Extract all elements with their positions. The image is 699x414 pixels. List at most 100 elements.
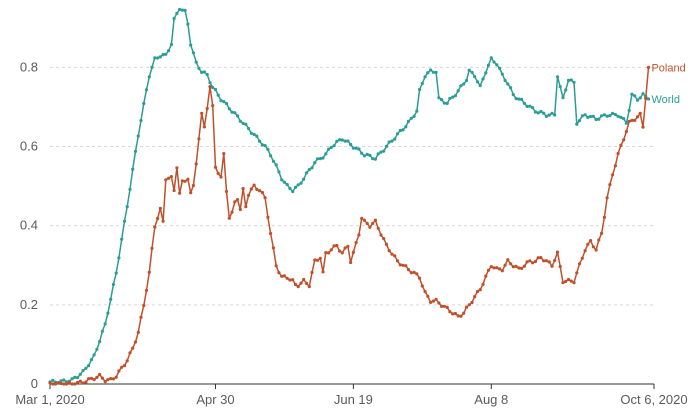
data-point-poland	[464, 305, 469, 309]
data-point-poland	[434, 297, 438, 301]
data-point-poland	[293, 282, 298, 287]
data-point-world	[426, 71, 430, 75]
data-point-poland	[608, 183, 612, 187]
data-point-world	[164, 52, 168, 56]
data-point-poland	[183, 179, 187, 183]
data-point-poland	[178, 191, 182, 195]
data-point-poland	[577, 262, 582, 266]
data-point-world	[395, 132, 400, 136]
data-point-world	[431, 70, 435, 74]
data-point-poland	[566, 277, 571, 282]
data-point-world	[453, 94, 457, 98]
data-point-poland	[564, 279, 568, 284]
data-point-world	[98, 340, 102, 344]
data-point-poland	[547, 260, 551, 264]
data-point-world	[109, 297, 113, 301]
y-axis-ticks: 0 0.2 0.4 0.6 0.8	[20, 59, 38, 391]
series: World Poland	[48, 7, 686, 386]
data-point-poland	[500, 269, 504, 273]
data-point-world	[120, 237, 124, 241]
data-point-world	[484, 71, 488, 75]
data-point-poland	[486, 268, 491, 272]
data-point-poland	[304, 281, 309, 285]
data-point-world	[302, 177, 306, 181]
data-point-poland	[131, 346, 135, 350]
data-point-poland	[393, 254, 397, 258]
data-point-poland	[175, 166, 179, 170]
data-point-world	[382, 149, 386, 153]
data-point-poland	[373, 218, 377, 222]
data-point-world	[561, 96, 565, 100]
data-point-poland	[78, 379, 82, 383]
data-point-poland	[429, 300, 433, 304]
data-point-poland	[307, 285, 311, 289]
data-point-world	[467, 68, 471, 72]
data-point-poland	[114, 375, 118, 379]
data-point-poland	[426, 294, 430, 298]
data-point-poland	[100, 376, 104, 380]
data-point-world	[95, 347, 99, 351]
data-point-poland	[343, 246, 347, 250]
data-point-world	[503, 78, 507, 83]
data-point-world	[539, 109, 543, 114]
data-point-poland	[401, 263, 405, 267]
data-point-poland	[147, 270, 151, 274]
data-point-poland	[230, 210, 234, 214]
data-point-world	[542, 111, 546, 115]
data-point-world	[340, 138, 344, 142]
data-point-world	[605, 114, 609, 118]
data-point-poland	[313, 258, 317, 262]
data-point-world	[335, 139, 339, 143]
data-point-poland	[48, 381, 52, 385]
data-point-poland	[484, 274, 488, 278]
data-point-poland	[633, 118, 637, 122]
data-point-world	[343, 139, 347, 143]
data-point-poland	[158, 206, 162, 210]
data-point-world	[445, 101, 449, 105]
data-point-poland	[258, 189, 262, 193]
data-point-poland	[197, 137, 201, 141]
data-point-poland	[542, 259, 546, 263]
data-point-world	[630, 92, 634, 96]
data-point-world	[633, 94, 637, 98]
data-point-world	[186, 22, 190, 26]
x-tick-label: Aug 8	[474, 392, 508, 407]
data-point-world	[310, 166, 314, 170]
data-point-poland	[189, 191, 193, 195]
data-point-world	[451, 95, 455, 99]
data-point-world	[349, 142, 353, 147]
data-point-poland	[51, 382, 55, 386]
data-point-poland	[423, 290, 427, 294]
data-point-world	[492, 60, 496, 64]
data-point-world	[462, 82, 466, 86]
data-point-poland	[222, 152, 226, 156]
data-point-world	[338, 138, 342, 142]
data-point-poland	[412, 270, 416, 274]
data-point-world	[180, 8, 184, 12]
data-point-poland	[296, 285, 300, 289]
data-point-world	[293, 185, 298, 189]
data-point-world	[78, 372, 82, 376]
x-tick-label: Apr 30	[196, 392, 234, 407]
data-point-world	[517, 97, 521, 101]
data-point-world	[200, 70, 204, 74]
data-point-poland	[136, 330, 140, 334]
data-point-world	[244, 122, 248, 126]
y-tick-label: 0.4	[20, 218, 38, 233]
data-point-world	[547, 113, 551, 117]
data-point-world	[285, 182, 289, 187]
y-tick-label: 0	[31, 376, 38, 391]
data-point-world	[183, 8, 187, 12]
data-point-poland	[302, 277, 306, 282]
data-point-world	[371, 157, 375, 161]
data-point-poland	[266, 215, 270, 219]
data-point-poland	[418, 276, 422, 280]
data-point-poland	[219, 175, 223, 179]
data-point-poland	[398, 263, 402, 267]
data-point-world	[169, 42, 173, 47]
data-point-world	[59, 379, 63, 383]
data-point-world	[327, 147, 331, 151]
data-point-world	[635, 98, 640, 102]
data-point-poland	[409, 271, 413, 275]
